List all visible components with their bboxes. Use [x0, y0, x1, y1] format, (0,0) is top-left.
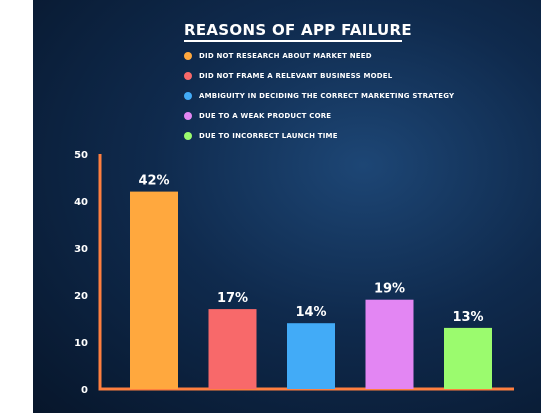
legend-item: DID NOT RESEARCH ABOUT MARKET NEED — [184, 46, 454, 66]
chart-title: REASONS OF APP FAILURE — [184, 21, 412, 39]
bar — [130, 191, 178, 389]
y-tick-label: 50 — [74, 150, 88, 161]
legend-label: DID NOT FRAME A RELEVANT BUSINESS MODEL — [199, 72, 393, 80]
bar — [208, 309, 257, 389]
bar-data-label: 13% — [452, 310, 483, 325]
bar-data-label: 14% — [295, 305, 326, 320]
legend-label: DUE TO A WEAK PRODUCT CORE — [199, 112, 332, 120]
legend-swatch — [184, 92, 192, 100]
bar-data-label: 42% — [138, 174, 169, 189]
chart-legend: DID NOT RESEARCH ABOUT MARKET NEED DID N… — [184, 46, 454, 146]
y-tick-label: 10 — [74, 338, 88, 349]
bar-chart: 0 10 20 30 40 50 42% 17% 14% 19% 13% — [74, 150, 514, 396]
legend-label: AMBIGUITY IN DECIDING THE CORRECT MARKET… — [199, 92, 455, 100]
bar-data-label: 17% — [217, 291, 248, 306]
legend-label: DID NOT RESEARCH ABOUT MARKET NEED — [199, 52, 372, 60]
chart-panel: REASONS OF APP FAILURE DID NOT RESEARCH … — [33, 0, 541, 413]
legend-swatch — [184, 52, 192, 60]
title-underline — [184, 40, 402, 42]
y-tick-label: 0 — [81, 385, 88, 396]
bar — [287, 323, 335, 389]
y-tick-label: 40 — [74, 197, 88, 208]
bar-data-label: 19% — [374, 282, 405, 297]
legend-swatch — [184, 112, 192, 120]
y-tick-label: 30 — [74, 244, 88, 255]
legend-item: DUE TO INCORRECT LAUNCH TIME — [184, 126, 454, 146]
legend-label: DUE TO INCORRECT LAUNCH TIME — [199, 132, 338, 140]
bar — [365, 299, 414, 389]
legend-item: DUE TO A WEAK PRODUCT CORE — [184, 106, 454, 126]
y-tick-label: 20 — [74, 291, 88, 302]
bar — [444, 327, 492, 389]
legend-swatch — [184, 72, 192, 80]
legend-item: DID NOT FRAME A RELEVANT BUSINESS MODEL — [184, 66, 454, 86]
legend-item: AMBIGUITY IN DECIDING THE CORRECT MARKET… — [184, 86, 454, 106]
legend-swatch — [184, 132, 192, 140]
